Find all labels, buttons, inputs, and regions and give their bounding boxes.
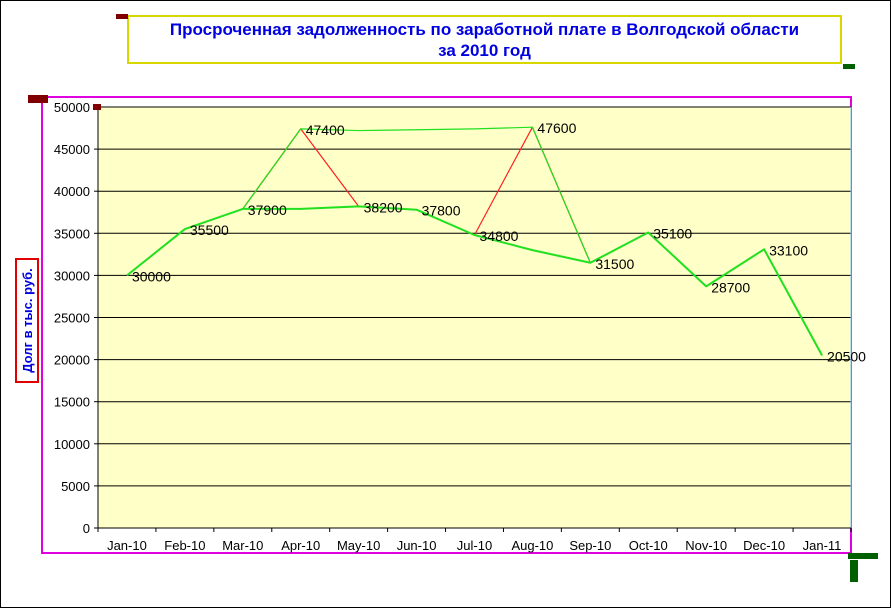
x-tick-label: Aug-10 bbox=[511, 538, 553, 553]
y-tick-label: 15000 bbox=[54, 395, 90, 410]
gridlines bbox=[98, 106, 852, 528]
selection-handle-icon[interactable] bbox=[850, 560, 858, 582]
y-tick-label: 50000 bbox=[54, 100, 90, 115]
selection-handle-icon[interactable] bbox=[843, 64, 855, 69]
x-tick-label: Oct-10 bbox=[629, 538, 668, 553]
data-label: 47600 bbox=[537, 120, 576, 136]
x-tick-label: Apr-10 bbox=[281, 538, 320, 553]
y-tick-label: 35000 bbox=[54, 226, 90, 241]
y-tick-label: 20000 bbox=[54, 353, 90, 368]
series-line-3[interactable] bbox=[126, 205, 823, 356]
y-tick-label: 0 bbox=[83, 521, 90, 536]
data-label: 37800 bbox=[422, 203, 461, 219]
chart-title-line-2: за 2010 год bbox=[438, 40, 531, 60]
selection-handle-icon[interactable] bbox=[28, 95, 48, 103]
x-tick-label: Feb-10 bbox=[164, 538, 205, 553]
data-label: 38200 bbox=[364, 199, 403, 215]
x-tick-label: Sep-10 bbox=[569, 538, 611, 553]
data-label: 20500 bbox=[827, 348, 866, 364]
x-tick-label: Jun-10 bbox=[397, 538, 437, 553]
data-labels: 30000 35500 37900 47400 38200 37800 34800 47600… bbox=[132, 120, 866, 364]
x-tick-label: May-10 bbox=[337, 538, 380, 553]
tick-labels: 0 5000 10000 15000 20000 25000 30000 35000 40000… bbox=[54, 100, 842, 553]
y-tick-label: 30000 bbox=[54, 268, 90, 283]
series-lines bbox=[126, 126, 823, 356]
data-label: 35100 bbox=[653, 225, 692, 241]
x-tick-label: Dec-10 bbox=[743, 538, 785, 553]
data-label: 47400 bbox=[306, 122, 345, 138]
data-label: 33100 bbox=[769, 242, 808, 258]
data-label: 31500 bbox=[595, 256, 634, 272]
chart-title-line-1: Просроченная задолженность по заработной… bbox=[169, 19, 800, 39]
x-tick-label: Nov-10 bbox=[685, 538, 727, 553]
x-tick-label: Mar-10 bbox=[222, 538, 263, 553]
selection-handle-icon[interactable] bbox=[93, 104, 101, 110]
x-tick-label: Jan-10 bbox=[107, 538, 147, 553]
selection-handle-icon[interactable] bbox=[116, 14, 128, 19]
y-tick-label: 25000 bbox=[54, 311, 90, 326]
data-label: 28700 bbox=[711, 279, 750, 295]
y-tick-label: 10000 bbox=[54, 437, 90, 452]
data-label: 34800 bbox=[480, 228, 519, 244]
data-label: 30000 bbox=[132, 268, 171, 284]
data-label: 37900 bbox=[248, 202, 287, 218]
y-axis-title-box[interactable]: Долг в тыс. руб. bbox=[15, 258, 39, 383]
axes bbox=[94, 106, 852, 532]
x-tick-label: Jan-11 bbox=[803, 538, 842, 553]
data-label: 35500 bbox=[190, 222, 229, 238]
x-tick-label: Jul-10 bbox=[457, 538, 492, 553]
y-tick-label: 45000 bbox=[54, 142, 90, 157]
y-tick-label: 5000 bbox=[61, 479, 90, 494]
selection-handle-icon[interactable] bbox=[848, 553, 878, 559]
chart-title-box[interactable]: Просроченная задолженность по заработной… bbox=[127, 15, 842, 64]
y-tick-label: 40000 bbox=[54, 184, 90, 199]
